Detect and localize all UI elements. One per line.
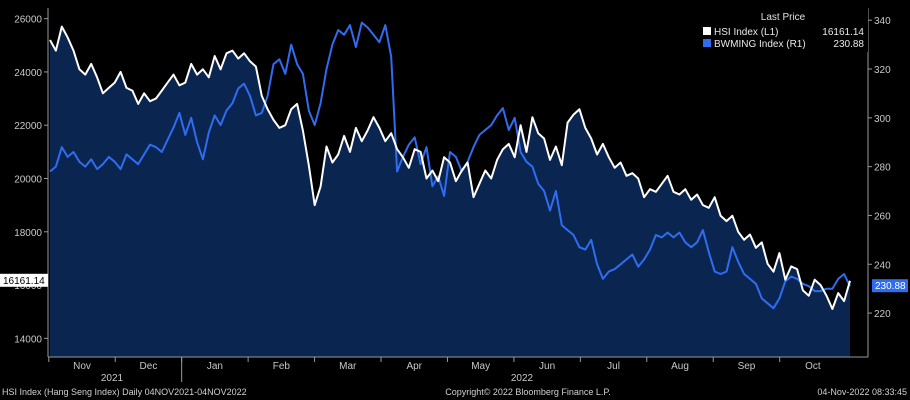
month-tick-label: Jul [607, 361, 620, 372]
legend-swatch-bwming [703, 39, 711, 47]
axes [44, 8, 872, 382]
left-tick-label: 14000 [14, 334, 42, 345]
footer-timestamp: 04-Nov-2022 08:33:45 [817, 387, 907, 397]
hsi-area [50, 26, 850, 357]
series-line-hsi [49, 25, 851, 310]
legend-value-hsi: 16161.14 [822, 27, 864, 38]
month-tick-label: Sep [738, 361, 756, 372]
left-tick-label: 22000 [14, 121, 42, 132]
last-value-tag-left: 16161.14 [0, 273, 48, 287]
month-tick-label: Aug [671, 361, 689, 372]
legend-label-bwming: BWMING Index (R1) [714, 39, 806, 50]
legend-swatch-hsi [703, 27, 711, 35]
legend-label-hsi: HSI Index (L1) [714, 27, 778, 38]
footer-copyright: Copyright© 2022 Bloomberg Finance L.P. [445, 387, 611, 397]
right-tick-label: 300 [874, 114, 891, 125]
hsi-area-fill [50, 26, 850, 357]
footer-left: HSI Index (Hang Seng Index) Daily 04NOV2… [2, 387, 247, 397]
month-tick-label: Feb [273, 361, 291, 372]
left-tick-label: 18000 [14, 228, 42, 239]
month-tick-label: Jun [539, 361, 555, 372]
tag-left-box [0, 273, 48, 287]
tag-right-box [872, 279, 908, 293]
right-tick-label: 280 [874, 163, 891, 174]
legend: Last Price HSI Index (L1) 16161.14 BWMIN… [698, 7, 868, 52]
legend-box [698, 7, 868, 52]
month-tick-label: Dec [140, 361, 158, 372]
series-lines [49, 21, 851, 310]
right-tick-label: 220 [874, 309, 891, 320]
right-tick-label: 240 [874, 260, 891, 271]
month-tick-label: Oct [805, 361, 821, 372]
series-line-bwming [49, 21, 851, 310]
last-value-tag-right: 230.88 [872, 279, 908, 293]
month-tick-label: Mar [339, 361, 357, 372]
right-tick-label: 260 [874, 211, 891, 222]
tag-right-text: 230.88 [875, 281, 906, 292]
legend-value-bwming: 230.88 [833, 39, 864, 50]
tag-left-text: 16161.14 [3, 276, 45, 287]
right-tick-label: 320 [874, 65, 891, 76]
year-label-2022: 2022 [511, 373, 534, 384]
left-tick-label: 20000 [14, 175, 42, 186]
left-tick-label: 26000 [14, 15, 42, 26]
month-tick-label: Jan [207, 361, 223, 372]
month-tick-label: Nov [73, 361, 91, 372]
month-tick-label: Apr [406, 361, 422, 372]
legend-title: Last Price [761, 12, 806, 23]
left-tick-label: 24000 [14, 68, 42, 79]
month-tick-label: May [471, 361, 490, 372]
right-tick-label: 340 [874, 16, 891, 27]
year-label-2021: 2021 [101, 373, 124, 384]
tick-labels: 1400016000180002000022000240002600022024… [14, 15, 891, 372]
